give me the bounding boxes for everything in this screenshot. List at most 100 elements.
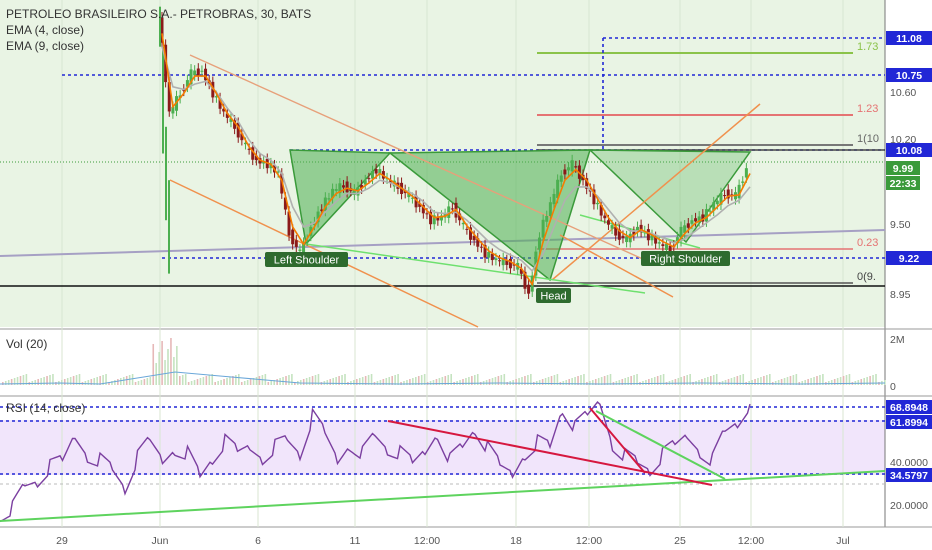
rsi-tag-61: 61.8994 <box>886 415 932 429</box>
candle-body <box>567 167 571 171</box>
volume-bar <box>4 381 7 385</box>
volume-bar <box>512 380 514 385</box>
volume-bar <box>288 375 290 385</box>
volume-bar <box>158 352 160 385</box>
candle-body <box>668 245 672 252</box>
candle-body <box>650 234 654 241</box>
candle-body <box>537 237 541 250</box>
volume-bar <box>205 376 208 385</box>
volume-bar <box>13 378 16 385</box>
candle-body <box>320 209 324 211</box>
svg-text:10.08: 10.08 <box>896 145 922 157</box>
volume-bar <box>603 376 606 385</box>
candle-body <box>635 226 639 232</box>
volume-bar <box>751 380 753 385</box>
candle-body <box>291 229 295 245</box>
candle-body <box>741 181 745 183</box>
ema9-legend[interactable]: EMA (9, close) <box>6 39 85 53</box>
volume-bar <box>220 380 222 385</box>
volume-bar <box>367 375 370 385</box>
candle-body <box>723 195 727 197</box>
candle-body <box>563 169 567 175</box>
volume-tick: 0 <box>890 381 896 393</box>
volume-bar <box>680 377 683 385</box>
volume-bar <box>273 380 275 385</box>
volume-bar <box>715 374 718 385</box>
volume-bar <box>686 375 688 385</box>
volume-bar <box>22 375 25 385</box>
candle-body <box>276 171 280 173</box>
candle-body <box>327 198 331 200</box>
symbol-title[interactable]: PETROLEO BRASILEIRO S.A.- PETROBRAS, 30,… <box>6 7 312 21</box>
rsi-legend[interactable]: RSI (14, close) <box>6 400 85 416</box>
volume-bar <box>538 380 541 385</box>
svg-text:10.75: 10.75 <box>896 70 922 82</box>
candle-body <box>254 155 258 161</box>
price-tag-10-75: 10.75 <box>886 68 932 82</box>
candle-body <box>323 197 327 211</box>
candle-body <box>225 113 229 118</box>
head-tag: Head <box>536 288 571 303</box>
volume-bar <box>285 376 287 385</box>
volume-bar <box>173 357 175 385</box>
volume-bar <box>730 378 733 385</box>
volume-bar <box>615 381 618 385</box>
candle-body <box>606 220 610 225</box>
volume-bar <box>379 380 382 385</box>
volume-bar <box>409 379 411 385</box>
volume-bar <box>376 381 379 385</box>
candle-body <box>730 194 734 196</box>
candle-body <box>686 223 690 228</box>
candle-body <box>171 106 175 114</box>
ema4-legend[interactable]: EMA (4, close) <box>6 23 85 37</box>
volume-bar <box>807 379 809 385</box>
volume-bar <box>432 380 435 385</box>
volume-bar <box>87 380 90 385</box>
volume-bar <box>96 377 98 385</box>
candle-body <box>487 251 491 258</box>
volume-bar <box>140 380 143 385</box>
candle-body <box>418 203 422 207</box>
candle-body <box>610 225 614 229</box>
volume-bar <box>624 378 627 385</box>
candle-body <box>167 82 171 112</box>
price-tick: 10.60 <box>890 87 916 99</box>
candle-body <box>675 237 679 244</box>
volume-bar <box>232 376 234 385</box>
x-tick: 11 <box>350 535 361 547</box>
candle-body <box>407 192 411 198</box>
volume-bar <box>438 378 441 385</box>
volume-bar <box>609 374 612 385</box>
volume-bar <box>836 378 839 385</box>
volume-bar <box>813 377 815 385</box>
volume-bar <box>577 376 579 385</box>
volume-bar <box>403 381 405 385</box>
volume-bar <box>544 378 547 385</box>
volume-bar <box>75 375 78 385</box>
volume-bar <box>72 376 75 385</box>
volume-bar <box>122 377 125 385</box>
volume-bar <box>547 377 550 385</box>
volume-bar <box>589 381 591 385</box>
volume-bar <box>769 374 771 385</box>
candle-body <box>603 215 607 219</box>
candle-body <box>461 222 465 225</box>
volume-bar <box>553 375 556 385</box>
volume-bar <box>84 381 87 385</box>
candle-body <box>639 224 643 233</box>
candle-body <box>541 219 545 238</box>
volume-bar <box>69 377 72 385</box>
volume-bar <box>884 380 886 385</box>
volume-bar <box>120 378 122 385</box>
volume-bar <box>766 375 768 385</box>
volume-bar <box>777 380 780 385</box>
volume-legend[interactable]: Vol (20) <box>6 336 47 352</box>
candle-body <box>331 188 335 199</box>
candle-body <box>374 169 378 174</box>
volume-bar <box>866 377 868 385</box>
volume-bar <box>447 375 450 385</box>
candle-body <box>269 163 273 169</box>
candle-body <box>458 213 462 221</box>
volume-bar <box>556 374 559 385</box>
